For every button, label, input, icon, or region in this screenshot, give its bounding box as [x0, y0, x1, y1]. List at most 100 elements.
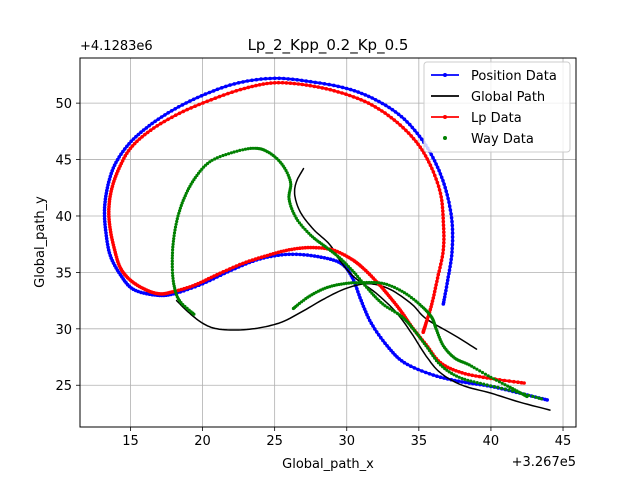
- y-tick-label: 35: [55, 266, 72, 281]
- data-point: [433, 173, 437, 178]
- data-point: [441, 251, 445, 256]
- data-point: [519, 380, 524, 385]
- data-point: [184, 101, 188, 105]
- data-point: [357, 293, 361, 297]
- data-point: [455, 374, 459, 378]
- data-point: [265, 81, 269, 86]
- data-point: [469, 379, 473, 383]
- data-point: [433, 286, 438, 291]
- data-point: [250, 78, 254, 83]
- data-point: [123, 147, 127, 151]
- data-point: [256, 256, 261, 260]
- data-point: [277, 76, 282, 81]
- data-point: [430, 166, 434, 171]
- data-point: [348, 87, 353, 92]
- data-point: [250, 84, 254, 89]
- data-point: [257, 83, 262, 87]
- data-point: [219, 86, 224, 90]
- data-point: [303, 227, 307, 231]
- data-point: [396, 112, 401, 117]
- data-point: [134, 134, 138, 139]
- data-point: [109, 171, 113, 176]
- data-point: [105, 239, 109, 244]
- data-point: [366, 94, 371, 99]
- data-point: [450, 235, 455, 239]
- data-point: [213, 157, 217, 161]
- data-point: [452, 373, 456, 377]
- data-point: [349, 281, 353, 285]
- data-point: [448, 208, 453, 212]
- data-point: [441, 302, 446, 306]
- data-point: [254, 77, 259, 82]
- data-point: [339, 282, 343, 286]
- data-point: [443, 292, 448, 296]
- data-point: [308, 83, 313, 88]
- data-point: [174, 222, 178, 226]
- data-point: [259, 77, 263, 81]
- data-point: [129, 139, 133, 144]
- data-point: [525, 394, 529, 399]
- data-point: [386, 113, 391, 118]
- data-point: [218, 271, 222, 276]
- data-point: [171, 279, 175, 283]
- data-point: [503, 383, 507, 387]
- data-point: [450, 223, 455, 228]
- data-point: [300, 82, 305, 87]
- data-point: [442, 295, 447, 299]
- data-point: [442, 237, 446, 242]
- data-point: [446, 275, 451, 279]
- data-point: [395, 287, 399, 291]
- data-point: [444, 285, 449, 289]
- data-point: [173, 107, 177, 111]
- data-point: [435, 279, 439, 284]
- data-point: [392, 285, 397, 289]
- data-point: [392, 118, 397, 122]
- data-point: [356, 90, 361, 94]
- data-point: [287, 176, 291, 180]
- data-point: [385, 344, 389, 348]
- data-point: [367, 280, 371, 285]
- data-point: [324, 87, 329, 91]
- data-point: [331, 258, 336, 262]
- data-point: [344, 281, 348, 285]
- data-point: [380, 101, 385, 106]
- data-point: [440, 198, 444, 203]
- data-point: [102, 211, 107, 215]
- data-point: [404, 128, 408, 133]
- data-point: [448, 261, 453, 265]
- data-point: [178, 206, 182, 210]
- data-point: [105, 186, 110, 190]
- data-point: [435, 374, 439, 379]
- data-point: [104, 194, 108, 198]
- legend-swatch-marker: [443, 136, 447, 140]
- data-point: [103, 197, 108, 201]
- data-point: [352, 89, 357, 93]
- data-point: [227, 152, 231, 156]
- data-point: [422, 341, 426, 346]
- data-point: [534, 395, 538, 399]
- data-point: [145, 130, 150, 135]
- data-point: [390, 107, 395, 112]
- data-point: [361, 304, 366, 309]
- data-point: [435, 180, 440, 185]
- data-point: [197, 102, 201, 107]
- data-point: [170, 265, 174, 269]
- data-point: [373, 327, 377, 331]
- data-point: [369, 321, 374, 326]
- data-point: [142, 291, 146, 295]
- data-point: [159, 115, 164, 119]
- data-point: [445, 281, 449, 286]
- data-point: [250, 258, 255, 262]
- data-point: [103, 200, 107, 204]
- data-point: [405, 362, 410, 367]
- data-point: [103, 202, 107, 207]
- data-point: [199, 94, 204, 98]
- data-point: [243, 147, 247, 151]
- data-point: [332, 283, 336, 288]
- data-point: [441, 216, 446, 220]
- data-point: [261, 82, 266, 86]
- data-point: [400, 289, 404, 293]
- data-point: [108, 225, 112, 229]
- data-point: [226, 91, 230, 96]
- data-point: [103, 219, 107, 224]
